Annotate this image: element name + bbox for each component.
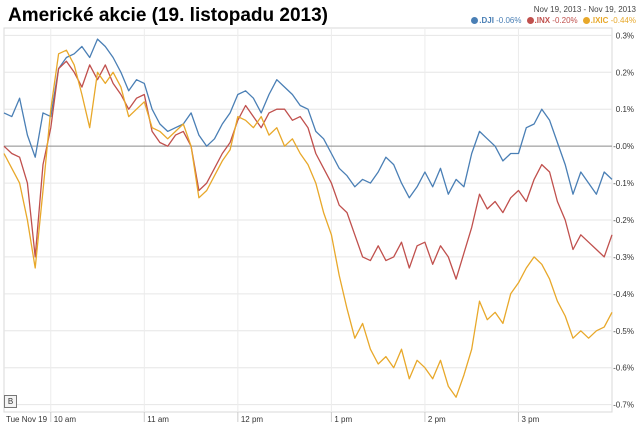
x-tick-label: 2 pm (428, 415, 446, 424)
y-tick-label: -0.6% (613, 364, 634, 373)
legend-series-name: .IXIC (590, 16, 609, 25)
y-tick-label: 0.2% (616, 68, 634, 77)
legend-series-change: -0.20% (550, 16, 578, 25)
baseline-toggle-button[interactable]: B (4, 395, 17, 408)
y-tick-label: -0.2% (613, 216, 634, 225)
series-line-dji (3, 38, 613, 199)
legend-dot-icon (582, 17, 590, 24)
chart-title: Americké akcie (19. listopadu 2013) (8, 5, 328, 26)
x-tick-label: 12 pm (241, 415, 264, 424)
legend-series-change: -0.06% (493, 16, 522, 25)
y-tick-label: 0.1% (616, 105, 634, 114)
legend-item-inx: .INX -0.20% (526, 16, 578, 25)
y-tick-label: -0.1% (613, 179, 634, 188)
legend-series-name: .DJI (479, 16, 494, 25)
x-tick-label: 10 am (54, 415, 77, 424)
legend-item-dji: .DJI -0.06% (471, 16, 522, 25)
x-tick-label: 1 pm (334, 415, 352, 424)
y-tick-label: -0.0% (613, 142, 634, 151)
y-tick-label: -0.7% (613, 401, 634, 410)
date-range: Nov 19, 2013 - Nov 19, 2013 (533, 5, 636, 14)
y-tick-label: -0.3% (613, 253, 634, 262)
legend-item-ixic: .IXIC -0.44% (582, 16, 636, 25)
legend-dot-icon (526, 17, 534, 24)
series-line-ixic (3, 49, 613, 398)
x-tick-label: Tue Nov 19 (6, 415, 48, 424)
legend-series-change: -0.44% (608, 16, 636, 25)
x-tick-label: 3 pm (521, 415, 539, 424)
y-tick-label: 0.3% (616, 31, 634, 40)
series-line-inx (3, 60, 613, 280)
legend: .DJI -0.06% .INX -0.20% .IXIC -0.44% (466, 16, 636, 25)
y-tick-label: -0.5% (613, 327, 634, 336)
x-tick-label: 11 am (147, 415, 169, 424)
y-tick-label: -0.4% (613, 290, 634, 299)
legend-series-name: .INX (534, 16, 551, 25)
legend-dot-icon (471, 17, 479, 24)
